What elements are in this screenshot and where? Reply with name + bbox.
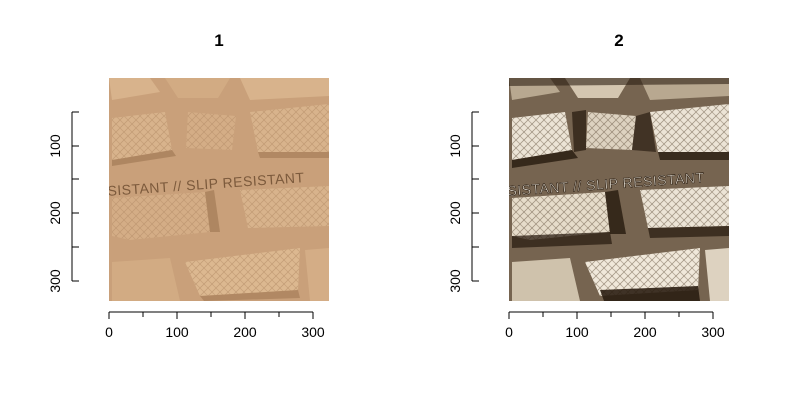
x-tick-label: 200: [233, 324, 257, 340]
x-tick-label: 300: [301, 324, 325, 340]
x-tick-label: 0: [505, 324, 513, 340]
y-axis: 100 200 300: [447, 111, 479, 293]
y-tick-label: 200: [47, 201, 63, 225]
x-axis: 0 100 200 300: [505, 311, 725, 340]
y-tick-label: 300: [47, 269, 63, 293]
panel-2: 2: [447, 31, 729, 340]
panel-1-image: SISTANT // SLIP RESISTANT: [109, 78, 329, 301]
x-tick-label: 200: [633, 324, 657, 340]
panel-title: 2: [614, 31, 623, 50]
x-tick-label: 300: [701, 324, 725, 340]
y-tick-label: 200: [447, 201, 463, 225]
x-tick-label: 100: [565, 324, 589, 340]
x-tick-label: 100: [165, 324, 189, 340]
y-tick-label: 100: [447, 134, 463, 158]
y-tick-label: 100: [47, 134, 63, 158]
panel-title: 1: [214, 31, 223, 50]
x-axis: 0 100 200 300: [105, 311, 325, 340]
panel-1: 1: [47, 31, 329, 340]
y-axis: 100 200 300: [47, 111, 79, 293]
x-tick-label: 0: [105, 324, 113, 340]
panel-2-image: SISTANT // SLIP RESISTANT: [509, 78, 729, 301]
y-tick-label: 300: [447, 269, 463, 293]
